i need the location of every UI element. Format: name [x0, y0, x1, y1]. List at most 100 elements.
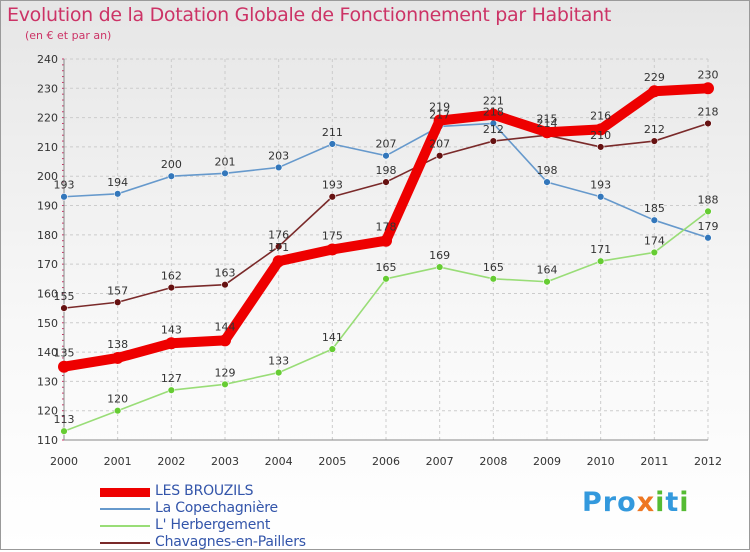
data-label: 178	[376, 221, 397, 234]
data-point	[113, 406, 122, 415]
data-point	[328, 345, 337, 353]
data-label: 194	[107, 176, 128, 189]
data-label: 193	[54, 179, 75, 192]
chart-subtitle: (en € et par an)	[25, 29, 112, 42]
data-point	[219, 334, 231, 347]
data-point	[165, 337, 178, 350]
data-label: 201	[215, 155, 236, 168]
data-point	[650, 248, 659, 257]
data-label: 203	[268, 149, 289, 162]
legend-swatch-l-herbergement	[100, 525, 150, 527]
data-point	[380, 234, 392, 247]
data-label: 135	[54, 347, 75, 360]
data-point	[113, 190, 122, 198]
y-tick-label: 190	[37, 200, 58, 213]
data-label: 217	[429, 108, 450, 121]
data-label: 129	[215, 366, 236, 379]
data-point	[328, 193, 337, 201]
data-point	[111, 351, 124, 364]
data-point	[435, 263, 444, 271]
data-label: 155	[54, 290, 75, 303]
data-label: 141	[322, 331, 343, 344]
data-point	[221, 280, 229, 289]
data-label: 113	[54, 413, 75, 426]
data-point	[167, 386, 176, 394]
data-point	[650, 216, 659, 224]
data-label: 169	[429, 249, 450, 262]
legend-swatch-la-copechagniere	[100, 508, 150, 510]
x-tick-label: 2002	[157, 455, 185, 468]
y-tick-label: 120	[37, 405, 58, 418]
data-point	[328, 140, 337, 148]
data-label: 215	[537, 112, 558, 125]
data-point	[596, 257, 605, 265]
legend-swatch-chavagnes-en-paillers	[100, 542, 150, 544]
x-tick-label: 2009	[533, 455, 561, 468]
x-tick-label: 2007	[426, 455, 454, 468]
data-label: 200	[161, 158, 182, 171]
legend-item-chavagnes-en-paillers: Chavagnes-en-Paillers	[100, 534, 400, 552]
data-point	[648, 85, 661, 98]
data-point	[274, 163, 283, 172]
data-label: 165	[376, 261, 397, 274]
y-tick-label: 180	[37, 229, 58, 242]
y-tick-label: 210	[37, 141, 58, 154]
y-tick-label: 220	[37, 112, 58, 125]
data-point	[167, 172, 176, 180]
data-label: 207	[429, 138, 450, 151]
data-label: 171	[268, 241, 289, 254]
data-point	[704, 234, 712, 242]
x-tick-label: 2004	[265, 455, 293, 468]
y-tick-label: 230	[37, 82, 58, 95]
data-point	[60, 427, 68, 435]
data-point	[702, 82, 714, 95]
legend: LES BROUZILS La Copechagnière L' Herberg…	[100, 483, 400, 552]
y-tick-label: 160	[37, 287, 58, 300]
data-label: 212	[644, 123, 665, 136]
y-tick-label: 240	[37, 53, 58, 66]
data-point	[382, 178, 390, 186]
data-label: 207	[376, 138, 397, 151]
data-label: 163	[215, 267, 236, 280]
data-label: 144	[215, 320, 236, 333]
data-label: 127	[161, 372, 182, 385]
x-tick-label: 2003	[211, 455, 239, 468]
data-label: 210	[590, 129, 611, 142]
data-label: 214	[537, 117, 558, 130]
chart-title: Evolution de la Dotation Globale de Fonc…	[7, 4, 612, 26]
data-label: 211	[322, 126, 343, 139]
data-point	[541, 126, 553, 139]
data-point	[382, 275, 390, 283]
data-point	[58, 360, 70, 373]
data-point	[543, 278, 551, 286]
data-point	[326, 243, 339, 256]
data-label: 193	[322, 179, 343, 192]
y-tick-label: 170	[37, 258, 58, 271]
data-label: 157	[107, 284, 128, 297]
data-point	[596, 143, 605, 151]
data-point	[594, 123, 607, 136]
data-point	[221, 380, 229, 389]
data-label: 164	[537, 264, 558, 277]
data-label: 188	[698, 193, 719, 206]
data-label: 198	[537, 164, 558, 177]
data-point	[433, 114, 446, 127]
data-point	[167, 283, 176, 292]
data-point	[221, 169, 229, 178]
data-point	[274, 368, 283, 377]
data-label: 162	[161, 270, 182, 283]
data-label: 179	[698, 220, 719, 233]
data-label: 229	[644, 71, 665, 84]
y-tick-label: 200	[37, 170, 58, 183]
y-tick-label: 130	[37, 375, 58, 388]
data-label: 221	[483, 95, 504, 108]
data-point	[60, 304, 68, 312]
data-label: 174	[644, 234, 665, 247]
data-point	[382, 152, 390, 160]
data-point	[272, 255, 285, 268]
legend-label-la-copechagniere: La Copechagnière	[155, 500, 278, 516]
data-label: 176	[268, 229, 289, 242]
x-tick-label: 2011	[640, 455, 668, 468]
